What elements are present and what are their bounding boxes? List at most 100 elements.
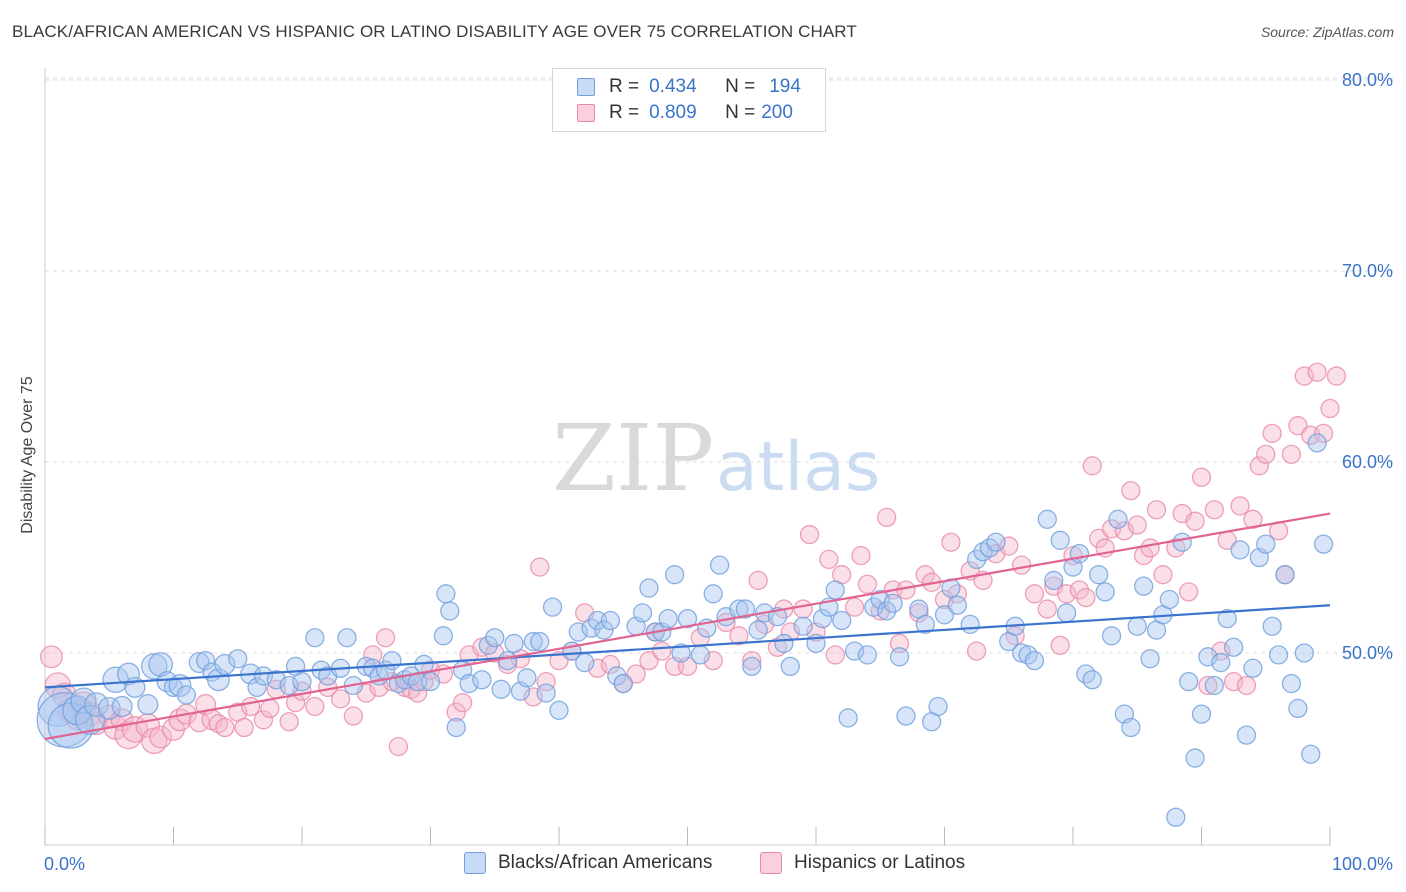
hispanics-point bbox=[851, 545, 871, 566]
blacks-point bbox=[947, 595, 967, 615]
blacks-point bbox=[1108, 509, 1128, 529]
blacks-point bbox=[1037, 509, 1057, 529]
blacks-point bbox=[195, 650, 216, 671]
blacks-point bbox=[337, 628, 357, 648]
blacks-point bbox=[530, 631, 550, 652]
hispanics-point bbox=[819, 549, 839, 570]
blacks-point bbox=[1294, 643, 1314, 663]
legend-r-label: R = bbox=[609, 76, 640, 97]
hispanics-point bbox=[279, 712, 299, 732]
blacks-point bbox=[1217, 608, 1237, 629]
blacks-point bbox=[600, 610, 621, 631]
blacks-point bbox=[440, 601, 460, 621]
blacks-point bbox=[497, 650, 518, 671]
blacks-point bbox=[517, 668, 537, 688]
blacks-point bbox=[111, 695, 133, 718]
blacks-point bbox=[1288, 698, 1308, 719]
blacks-point bbox=[292, 672, 312, 692]
blacks-point bbox=[485, 628, 505, 648]
hispanics-point bbox=[375, 628, 396, 648]
hispanics-point bbox=[343, 706, 364, 726]
hispanics-point bbox=[1320, 398, 1340, 419]
chart-title: BLACK/AFRICAN AMERICAN VS HISPANIC OR LA… bbox=[12, 22, 857, 41]
blacks-point bbox=[1089, 565, 1109, 585]
blacks-point bbox=[84, 692, 109, 717]
hispanics-point bbox=[330, 689, 351, 709]
hispanics-point bbox=[1326, 366, 1347, 386]
blacks-point bbox=[1095, 582, 1115, 602]
hispanics-point bbox=[1204, 500, 1224, 520]
hispanics-point bbox=[1127, 515, 1147, 535]
hispanics-point bbox=[1179, 582, 1199, 602]
series-legend-label: Blacks/African Americans bbox=[498, 852, 713, 873]
legend-row-hispanics: R = 0.809 N = 200 bbox=[577, 100, 793, 126]
legend-swatch-blue bbox=[577, 78, 595, 96]
blacks-point bbox=[677, 608, 698, 629]
blacks-point bbox=[1044, 570, 1064, 591]
hispanics-point bbox=[889, 633, 910, 654]
hispanics-point bbox=[1185, 511, 1205, 531]
blacks-point bbox=[1223, 637, 1244, 657]
hispanics-point bbox=[1262, 423, 1282, 444]
hispanics-point bbox=[966, 641, 987, 661]
legend-swatch-pink bbox=[577, 104, 595, 122]
blacks-point bbox=[1204, 675, 1224, 696]
blacks-point bbox=[793, 616, 813, 636]
blacks-point bbox=[1024, 650, 1045, 671]
blacks-point bbox=[1050, 530, 1070, 550]
y-tick-label: 50.0% bbox=[1342, 643, 1393, 663]
blacks-point bbox=[883, 593, 903, 613]
hispanics-point bbox=[1191, 467, 1212, 487]
blacks-point bbox=[148, 652, 173, 677]
series-legend-blacks: Blacks/African Americans bbox=[464, 852, 712, 874]
blacks-point bbox=[832, 610, 852, 631]
blacks-point bbox=[478, 635, 498, 656]
blacks-point bbox=[433, 626, 454, 646]
blacks-point bbox=[896, 706, 916, 726]
blacks-point bbox=[857, 645, 878, 665]
blacks-point bbox=[780, 656, 800, 677]
hispanics-point bbox=[652, 641, 672, 661]
blacks-point bbox=[1056, 603, 1077, 623]
blacks-point bbox=[420, 672, 441, 692]
blacks-point bbox=[1127, 616, 1147, 636]
series-legend-label: Hispanics or Latinos bbox=[794, 852, 966, 873]
hispanics-point bbox=[1037, 599, 1057, 619]
blacks-point bbox=[877, 601, 897, 621]
hispanics-point bbox=[844, 597, 865, 617]
legend-n-label: N = bbox=[725, 102, 756, 123]
hispanics-point bbox=[305, 696, 325, 717]
source-label: Source: ZipAtlas.com bbox=[1260, 24, 1394, 40]
blacks-point bbox=[446, 717, 466, 738]
blacks-point bbox=[140, 653, 168, 680]
hispanics-point bbox=[1281, 444, 1302, 465]
hispanics-point bbox=[1313, 423, 1334, 444]
blacks-point bbox=[247, 677, 267, 698]
legend-n-value: 194 bbox=[769, 76, 801, 97]
hispanics-point bbox=[1082, 456, 1102, 476]
blacks-point bbox=[838, 708, 858, 728]
hispanics-point bbox=[1024, 584, 1045, 604]
hispanics-point bbox=[639, 650, 659, 671]
hispanics-point bbox=[799, 524, 820, 545]
hispanics-point bbox=[941, 532, 961, 552]
blacks-point bbox=[665, 565, 685, 585]
hispanics-point bbox=[234, 717, 254, 738]
blacks-point bbox=[1230, 540, 1250, 560]
hispanics-point bbox=[1288, 416, 1308, 436]
blacks-point bbox=[1256, 534, 1276, 554]
hispanics-point bbox=[1089, 528, 1109, 549]
blacks-point bbox=[137, 694, 159, 716]
blacks-point bbox=[74, 704, 106, 735]
hispanics-point bbox=[1076, 587, 1096, 608]
series-legend-hispanics: Hispanics or Latinos bbox=[760, 852, 965, 874]
watermark-atlas: atlas bbox=[716, 428, 880, 507]
hispanics-point bbox=[1011, 555, 1032, 575]
blacks-point bbox=[523, 631, 543, 652]
hispanics-point bbox=[215, 717, 235, 738]
x-tick-label: 0.0% bbox=[44, 854, 85, 874]
blacks-point bbox=[1134, 576, 1154, 596]
blacks-point bbox=[1082, 670, 1102, 690]
hispanics-point bbox=[530, 557, 550, 577]
legend-r-label: R = bbox=[609, 102, 640, 123]
